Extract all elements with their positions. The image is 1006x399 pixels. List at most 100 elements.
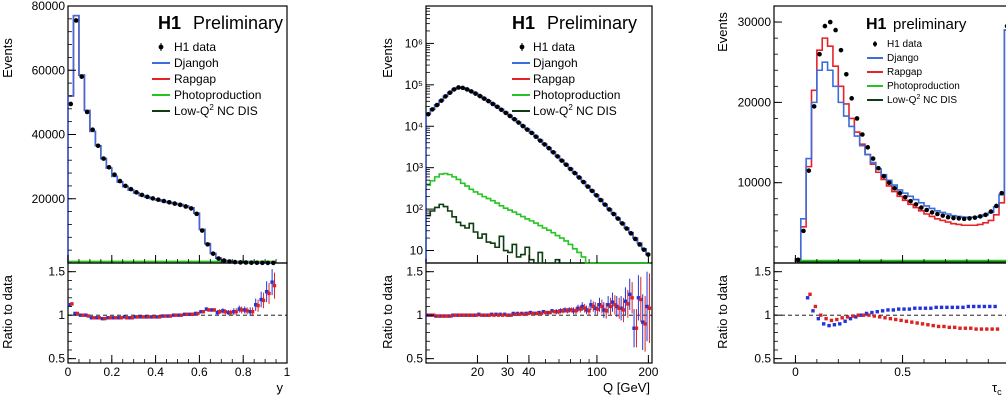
ratio-rapgap-point	[92, 316, 96, 320]
ratio-djangoh-point	[859, 313, 863, 317]
ratio-rapgap-point	[600, 304, 604, 309]
ratio-rapgap-point	[462, 313, 466, 317]
x-tick-label: 0.6	[191, 365, 208, 379]
ratio-tick-label: 1.5	[754, 265, 771, 279]
y-tick-label: 10	[410, 244, 424, 258]
ratio-djangoh-point	[248, 309, 252, 314]
ratio-djangoh-point	[215, 310, 220, 315]
ratio-rapgap-point	[272, 283, 277, 288]
ratio-rapgap-point	[487, 313, 492, 317]
data-point	[73, 18, 79, 23]
ratio-djangoh-point	[546, 310, 550, 315]
ratio-djangoh-point	[832, 323, 837, 327]
data-point	[568, 166, 573, 172]
ratio-rapgap-point	[915, 321, 919, 325]
legend-h1-label: H1	[866, 16, 887, 33]
data-point	[95, 143, 101, 149]
ratio-rapgap-point	[509, 313, 513, 317]
data-point	[559, 158, 565, 163]
data-point	[106, 164, 112, 170]
data-point	[607, 207, 612, 212]
data-point	[533, 134, 539, 139]
ratio-djangoh-point	[210, 308, 214, 312]
ratio-rapgap-point	[475, 313, 479, 317]
ratio-djangoh-point	[447, 314, 451, 318]
x-tick-label: 0	[65, 365, 72, 379]
data-point	[134, 190, 139, 195]
ratio-rapgap-point	[496, 313, 501, 317]
ratio-djangoh-point	[848, 316, 853, 321]
legend-lowq2-label: Low-Q2 NC DIS	[533, 103, 617, 118]
data-point	[150, 196, 156, 201]
ratio-djangoh-point	[155, 315, 159, 319]
data-point	[537, 138, 543, 143]
ratio-rapgap-point	[979, 327, 984, 331]
ratio-djangoh-point	[589, 303, 593, 307]
ratio-rapgap-point	[141, 315, 145, 319]
ratio-rapgap-point	[544, 310, 548, 315]
ratio-djangoh-point	[641, 320, 645, 324]
ratio-djangoh-point	[524, 311, 528, 316]
ratio-djangoh-point	[880, 309, 885, 313]
data-point	[473, 91, 478, 96]
ratio-djangoh-point	[619, 306, 623, 310]
ratio-rapgap-point	[81, 313, 85, 317]
panel-y-legend: H1 Preliminary H1 data Djangoh Rapgap Ph…	[152, 13, 283, 118]
legend-rapgap-label: Rapgap	[533, 72, 575, 86]
data-point	[254, 260, 260, 266]
x-tick-label: 0.2	[103, 365, 120, 379]
ratio-djangoh-point	[966, 304, 971, 309]
ratio-rapgap-point	[952, 325, 957, 330]
data-point	[838, 47, 844, 53]
data-point	[128, 186, 134, 192]
data-point	[542, 142, 547, 147]
ratio-rapgap-point	[587, 309, 591, 313]
data-point	[902, 194, 908, 200]
ratio-rapgap-point	[947, 325, 952, 330]
ratio-djangoh-point	[623, 299, 628, 303]
x-tick-label: 200	[638, 365, 658, 379]
data-point	[881, 173, 887, 179]
ratio-djangoh-point	[442, 314, 446, 318]
panel-q-ratio-ylabel: Ratio to data	[380, 274, 395, 348]
data-point	[271, 260, 276, 266]
ratio-djangoh-point	[199, 309, 203, 314]
ratio-djangoh-point	[918, 306, 922, 310]
ratio-rapgap-point	[942, 324, 946, 329]
ratio-rapgap-point	[146, 315, 151, 319]
legend-data-label: H1 data	[887, 39, 922, 50]
ratio-djangoh-point	[886, 308, 890, 312]
ratio-djangoh-point	[139, 315, 143, 319]
ratio-rapgap-point	[931, 323, 935, 328]
ratio-djangoh-point	[537, 310, 541, 315]
ratio-rapgap-point	[561, 309, 565, 313]
data-point	[844, 71, 849, 77]
data-point	[967, 216, 972, 221]
ratio-rapgap-point	[557, 309, 561, 314]
data-point	[183, 204, 189, 209]
ratio-djangoh-point	[563, 308, 567, 312]
ratio-rapgap-point	[819, 313, 823, 317]
ratio-rapgap-point	[539, 311, 544, 316]
ratio-rapgap-point	[196, 311, 200, 316]
ratio-tick-label: 0.5	[754, 352, 771, 366]
ratio-djangoh-point	[73, 311, 77, 316]
ratio-rapgap-point	[518, 312, 522, 317]
ratio-rapgap-point	[119, 316, 123, 320]
ratio-rapgap-point	[229, 310, 233, 315]
data-point	[460, 85, 466, 91]
ratio-rapgap-point	[86, 314, 91, 318]
ratio-tick-label: 1.5	[48, 265, 65, 279]
ratio-djangoh-point	[891, 308, 896, 312]
data-point	[145, 194, 150, 200]
ratio-rapgap-point	[453, 313, 457, 317]
x-tick-label: 0	[792, 365, 799, 379]
ratio-rapgap-point	[483, 313, 488, 317]
ratio-rapgap-point	[135, 315, 140, 319]
ratio-rapgap-point	[856, 313, 860, 317]
y-tick-label: 10⁶	[405, 36, 423, 50]
data-point	[249, 260, 254, 265]
ratio-djangoh-point	[993, 304, 997, 309]
ratio-rapgap-point	[608, 304, 613, 309]
x-tick-label: 0.5	[894, 365, 911, 379]
